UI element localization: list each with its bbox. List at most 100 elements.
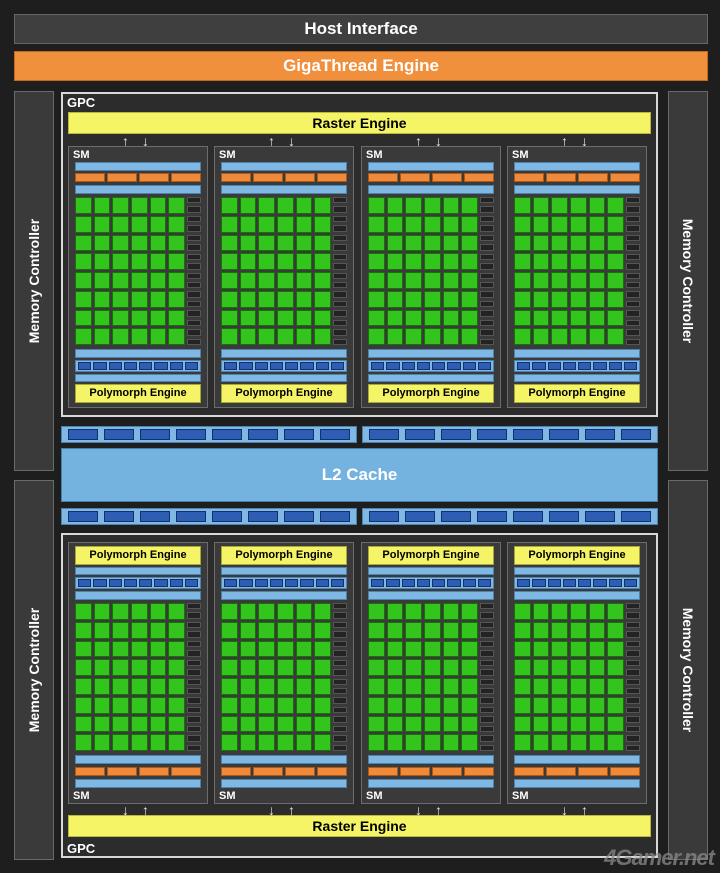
cuda-core: [569, 309, 587, 327]
cuda-core: [93, 290, 111, 308]
ld-st-unit: [480, 631, 494, 638]
texture-unit: [139, 579, 153, 587]
ld-st-unit: [480, 659, 494, 667]
ld-st-unit: [480, 621, 494, 629]
texture-unit: [154, 362, 168, 370]
cuda-core: [588, 309, 606, 327]
ld-st-unit: [187, 706, 201, 714]
texture-unit: [78, 579, 92, 587]
ld-st-unit: [333, 735, 347, 742]
cuda-core: [75, 290, 92, 308]
cuda-core: [551, 696, 568, 714]
cuda-core: [258, 678, 275, 695]
texture-unit: [477, 362, 491, 370]
cuda-core: [588, 640, 606, 658]
cuda-core: [314, 603, 331, 620]
ld-st-unit: [333, 725, 347, 733]
ld-st-unit: [626, 291, 640, 298]
cuda-core: [588, 734, 606, 751]
cuda-core: [569, 290, 587, 308]
cuda-core: [149, 290, 167, 308]
cuda-core: [532, 640, 550, 658]
cuda-core: [221, 621, 238, 639]
cuda-core: [258, 234, 275, 252]
cuda-core: [551, 234, 568, 252]
instruction-cache: [75, 162, 201, 171]
ld-st-unit: [187, 272, 201, 279]
ld-st-unit: [187, 621, 201, 629]
ld-st-unit: [333, 300, 347, 308]
cuda-core: [93, 328, 111, 345]
arrow-down-icon: ↓: [142, 133, 149, 149]
watermark-logo: 4Gamer.net: [604, 845, 715, 870]
ld-st-unit: [480, 338, 494, 345]
cuda-core: [221, 640, 238, 658]
interconnect: [221, 349, 347, 358]
ld-st-unit: [187, 725, 201, 733]
gpc-label-bottom: GPC: [67, 841, 96, 856]
cuda-core: [607, 696, 624, 714]
ld-st-unit: [626, 687, 640, 695]
cuda-core: [239, 328, 257, 345]
ld-st-unit: [187, 225, 201, 232]
cuda-core: [607, 309, 624, 327]
ld-st-unit: [480, 272, 494, 279]
cuda-core: [149, 234, 167, 252]
ld-st-unit: [626, 706, 640, 714]
sm-label: SM: [366, 790, 383, 802]
warp-scheduler-unit: [514, 173, 544, 182]
arrow-up-icon: ↑: [561, 133, 568, 149]
cuda-core: [239, 678, 257, 695]
cuda-core: [532, 234, 550, 252]
cuda-core: [93, 696, 111, 714]
cuda-core: [258, 696, 275, 714]
instruction-cache: [514, 162, 640, 171]
cuda-core: [258, 603, 275, 620]
cuda-core: [405, 734, 422, 751]
texture-unit: [254, 362, 268, 370]
ld-st-unit: [333, 640, 347, 648]
memory-controller-label: Memory Controller: [680, 218, 696, 344]
warp-scheduler-unit: [546, 173, 576, 182]
texture-unit: [517, 579, 531, 587]
cuda-core: [295, 234, 313, 252]
cuda-core: [75, 328, 92, 345]
polymorph-engine: Polymorph Engine: [514, 546, 640, 565]
warp-scheduler-unit: [253, 767, 283, 776]
polymorph-engine: Polymorph Engine: [75, 546, 201, 565]
ld-st-unit: [333, 215, 347, 223]
cuda-core-grid: [221, 603, 331, 751]
ld-st-unit: [333, 253, 347, 261]
ld-st-unit: [480, 650, 494, 657]
ld-st-column: [333, 603, 347, 751]
cuda-core: [221, 197, 238, 214]
ld-st-unit: [187, 612, 201, 619]
ld-st-unit: [480, 197, 494, 204]
cuda-core: [221, 234, 238, 252]
ld-st-unit: [626, 612, 640, 619]
cuda-core: [461, 253, 478, 270]
cuda-core: [149, 715, 167, 733]
cuda-core: [442, 715, 460, 733]
cuda-core: [607, 659, 624, 676]
cuda-core: [276, 696, 294, 714]
cuda-core: [532, 734, 550, 751]
cuda-core: [314, 696, 331, 714]
cuda-core: [514, 328, 531, 345]
warp-scheduler-unit: [514, 767, 544, 776]
cuda-core: [93, 309, 111, 327]
cuda-core: [569, 603, 587, 620]
cuda-core: [112, 253, 129, 270]
warp-scheduler-unit: [432, 173, 462, 182]
cuda-core: [442, 603, 460, 620]
interconnect: [75, 349, 201, 358]
texture-unit: [123, 362, 137, 370]
cuda-core: [551, 678, 568, 695]
cuda-core: [75, 734, 92, 751]
cuda-core: [276, 715, 294, 733]
sm-label: SM: [73, 149, 90, 161]
ld-st-unit: [333, 744, 347, 751]
cuda-core: [221, 253, 238, 270]
warp-scheduler-row: [514, 767, 640, 776]
cuda-core: [149, 272, 167, 289]
